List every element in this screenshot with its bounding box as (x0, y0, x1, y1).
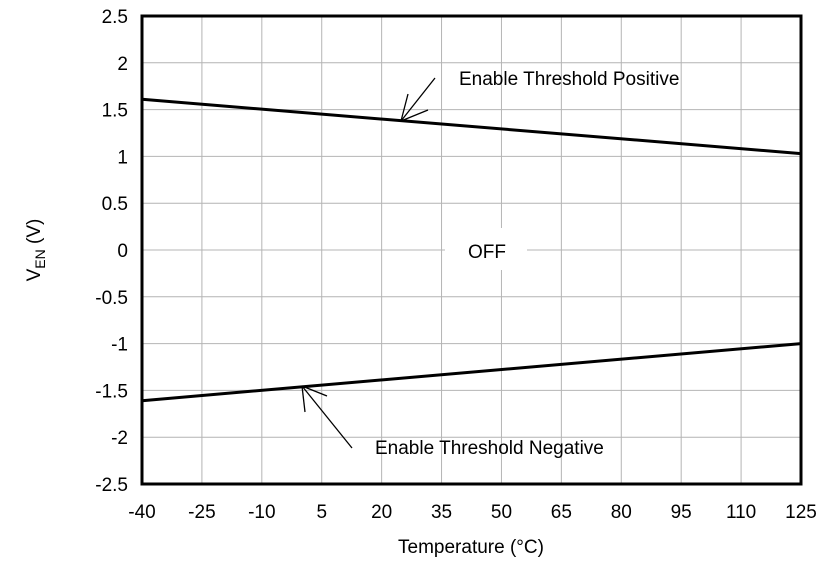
negative-arrow (301, 385, 353, 449)
series-line-positive (141, 97, 802, 156)
y-tick-label: -1.5 (95, 381, 128, 402)
x-tick-labels: -40 -25 -10 5 20 35 50 65 80 95 110 125 (128, 502, 817, 523)
y-axis-label-main: V (24, 268, 45, 281)
x-tick-label: -40 (128, 502, 155, 523)
y-tick-label: -2.5 (95, 475, 128, 496)
off-label: OFF (468, 242, 506, 263)
x-tick-label: 20 (371, 502, 392, 523)
series-group (141, 97, 802, 403)
y-axis-label-unit: (V) (24, 219, 45, 250)
y-tick-label: 2 (117, 54, 128, 75)
series-label-positive: Enable Threshold Positive (459, 69, 679, 90)
y-tick-label: 0 (117, 241, 128, 262)
x-tick-label: 125 (785, 502, 817, 523)
x-tick-label: 110 (726, 502, 756, 523)
y-tick-label: -1 (111, 335, 128, 356)
off-label-background (445, 228, 527, 270)
y-tick-label: 2.5 (102, 7, 128, 28)
x-tick-label: 65 (551, 502, 572, 523)
y-axis-label-sub: EN (32, 249, 48, 268)
y-axis-label: VEN (V) (24, 219, 48, 282)
x-tick-label: 35 (431, 502, 452, 523)
x-tick-label: 5 (316, 502, 327, 523)
positive-arrow (400, 77, 436, 122)
plot-frame (140, 14, 803, 486)
y-tick-label: 1 (117, 147, 128, 168)
x-tick-label: 50 (491, 502, 512, 523)
series-line-negative (141, 342, 802, 403)
x-tick-label: -25 (188, 502, 215, 523)
x-tick-label: 80 (611, 502, 632, 523)
y-tick-label: 1.5 (102, 101, 128, 122)
series-label-negative: Enable Threshold Negative (375, 438, 604, 459)
x-tick-label: -10 (248, 502, 275, 523)
y-tick-label: -0.5 (95, 288, 128, 309)
x-axis-label: Temperature (°C) (398, 537, 544, 558)
y-tick-label: -2 (111, 428, 128, 449)
y-tick-labels: 2.5 2 1.5 1 0.5 0 -0.5 -1 -1.5 -2 -2.5 (95, 7, 128, 496)
y-tick-label: 0.5 (102, 194, 128, 215)
x-tick-label: 95 (671, 502, 692, 523)
